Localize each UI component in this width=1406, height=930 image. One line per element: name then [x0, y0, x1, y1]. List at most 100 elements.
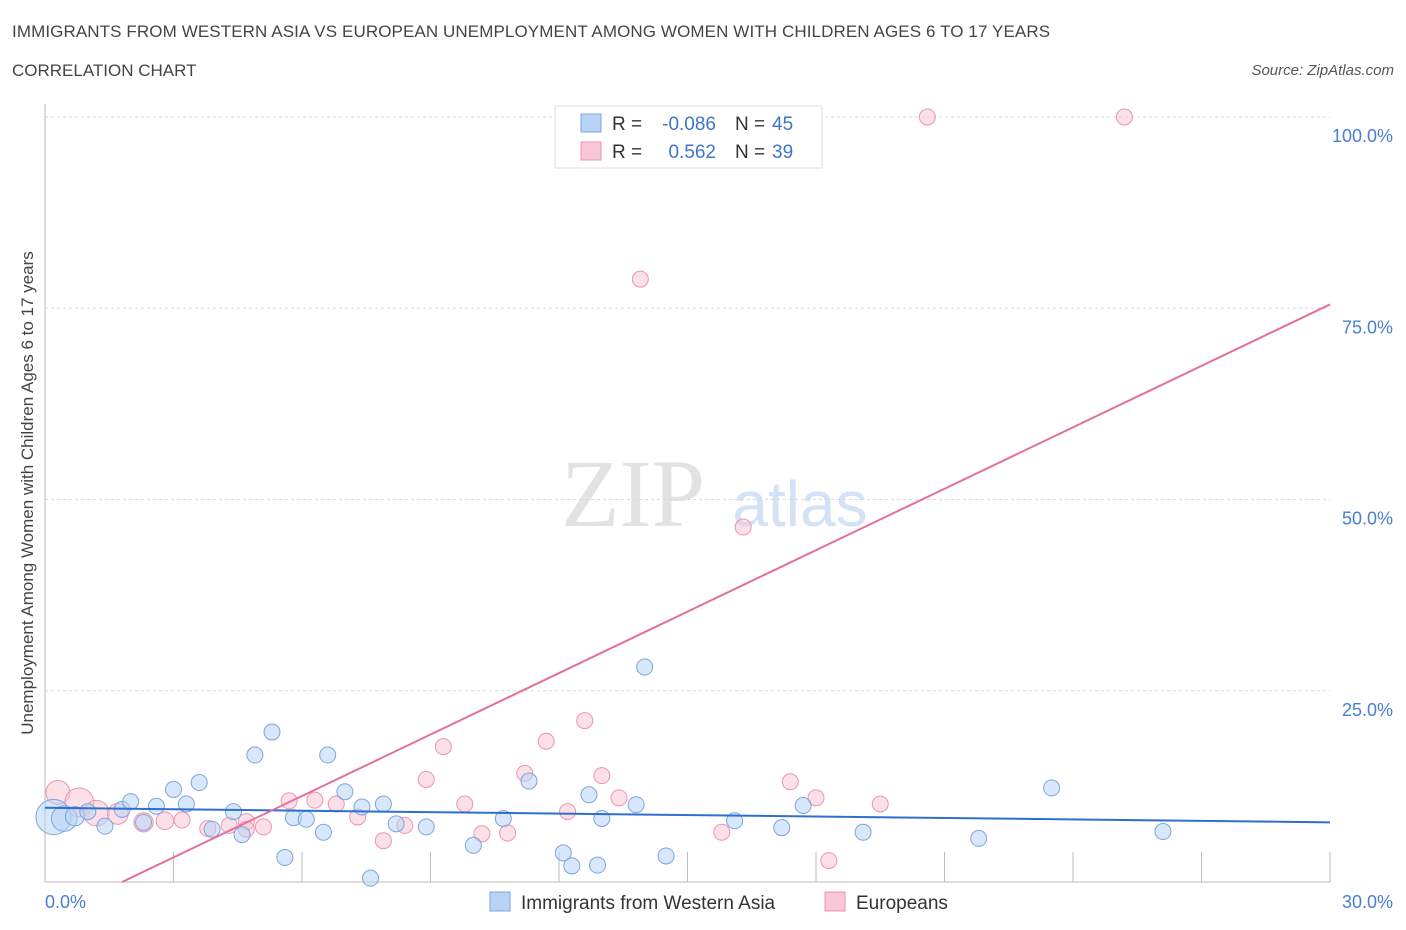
western-asia-point-36 — [627, 796, 645, 814]
europeans-point-24 — [559, 803, 577, 821]
x-tick-label-max: 30.0% — [1342, 892, 1393, 912]
western-asia-point-34 — [589, 856, 607, 874]
western-asia-point-15 — [246, 746, 264, 764]
europeans-point-12 — [306, 791, 324, 809]
y-axis-label: Unemployment Among Women with Children A… — [18, 251, 37, 735]
europeans-point-37 — [1115, 108, 1133, 126]
western-asia-point-6 — [122, 793, 140, 811]
western-asia-point-23 — [353, 798, 371, 816]
western-asia-point-11 — [190, 774, 208, 792]
western-asia-point-7 — [135, 813, 153, 831]
western-asia-point-17 — [276, 849, 294, 867]
western-asia-point-32 — [563, 857, 581, 875]
legend-n-label-1: N = — [735, 114, 765, 135]
western-asia-point-9 — [165, 780, 182, 798]
europeans-point-23 — [537, 732, 555, 750]
western-asia-point-45 — [1154, 823, 1172, 841]
western-asia-point-10 — [177, 795, 195, 813]
western-asia-point-38 — [657, 847, 675, 865]
chart-title: IMMIGRANTS FROM WESTERN ASIA VS EUROPEAN… — [12, 22, 1051, 41]
series-legend: Immigrants from Western Asia Europeans — [489, 891, 948, 914]
europeans-point-17 — [417, 770, 435, 788]
western-asia-point-26 — [387, 815, 405, 833]
legend-n-value-1: 45 — [772, 114, 793, 135]
western-asia-point-44 — [1043, 779, 1061, 797]
legend-r-value-1: -0.086 — [662, 114, 716, 135]
western-asia-point-29 — [494, 810, 512, 828]
western-asia-point-12 — [203, 820, 221, 838]
western-asia-point-21 — [319, 746, 337, 764]
western-asia-point-19 — [297, 810, 315, 828]
y-tick-label-25: 25.0% — [1342, 700, 1393, 720]
western-asia-point-42 — [854, 823, 872, 841]
western-asia-point-4 — [96, 817, 114, 835]
western-asia-point-16 — [263, 723, 281, 741]
western-asia-point-31 — [554, 844, 572, 862]
europeans-point-25 — [576, 712, 594, 730]
western-asia-point-8 — [147, 797, 165, 815]
watermark-atlas: atlas — [732, 468, 867, 540]
western-asia-point-37 — [636, 658, 654, 676]
series-legend-swatch-western-asia — [489, 891, 511, 912]
europeans-point-20 — [473, 825, 491, 843]
europeans-point-21 — [499, 824, 517, 842]
europeans-point-33 — [807, 789, 825, 807]
western-asia-point-40 — [773, 819, 791, 837]
western-asia-point-41 — [794, 797, 812, 814]
y-tick-label-75: 75.0% — [1342, 317, 1393, 337]
western-asia-point-33 — [580, 786, 598, 804]
western-asia-point-24 — [362, 869, 380, 887]
watermark-zip: ZIP — [561, 440, 705, 547]
trend-lines — [44, 303, 1331, 883]
western-asia-point-39 — [726, 812, 744, 830]
grid — [45, 116, 1330, 692]
western-asia-point-27 — [417, 818, 435, 836]
europeans-point-26 — [593, 767, 611, 785]
western-asia-point-25 — [374, 795, 392, 813]
europeans-point-10 — [254, 818, 272, 836]
western-asia-point-35 — [593, 810, 611, 828]
europeans-point-6 — [173, 811, 191, 829]
y-tick-label-50: 50.0% — [1342, 509, 1393, 529]
correlation-legend: R = -0.086 N = 45 R = 0.562 N = 39 — [554, 105, 823, 169]
western-asia-point-13 — [224, 803, 242, 821]
western-asia-point-30 — [520, 772, 538, 790]
series-legend-label-western-asia: Immigrants from Western Asia — [521, 893, 776, 914]
watermark: ZIP atlas — [561, 440, 868, 547]
legend-r-label-1: R = — [612, 114, 642, 135]
western-asia-point-3 — [79, 803, 97, 821]
series-western-asia-points — [35, 658, 1172, 887]
europeans-point-15 — [374, 832, 392, 850]
legend-r-label-2: R = — [612, 142, 642, 163]
x-tick-marks — [173, 852, 1331, 882]
western-asia-point-20 — [314, 823, 332, 841]
western-asia-point-28 — [464, 836, 482, 854]
europeans-point-36 — [918, 108, 936, 126]
europeans-point-5 — [155, 811, 175, 831]
legend-r-value-2: 0.562 — [668, 142, 716, 163]
western-asia-point-43 — [970, 829, 988, 847]
europeans-point-11 — [280, 792, 298, 810]
trend-line-europeans — [121, 303, 1331, 883]
legend-n-value-2: 39 — [772, 142, 793, 163]
series-europeans-points — [45, 108, 1133, 870]
europeans-point-30 — [734, 518, 752, 536]
series-legend-label-europeans: Europeans — [856, 893, 948, 914]
source-credit: Source: ZipAtlas.com — [1251, 62, 1394, 79]
western-asia-point-22 — [336, 783, 354, 801]
series-legend-swatch-europeans — [824, 891, 846, 912]
legend-swatch-pink — [580, 141, 602, 161]
trend-line-western-asia — [44, 806, 1331, 824]
legend-swatch-blue — [580, 113, 602, 133]
western-asia-point-14 — [233, 826, 251, 844]
europeans-point-27 — [610, 789, 628, 807]
europeans-point-32 — [781, 773, 799, 791]
legend-n-label-2: N = — [735, 142, 765, 163]
y-tick-labels: 25.0% 50.0% 75.0% 100.0% — [1332, 126, 1393, 720]
europeans-point-29 — [713, 823, 731, 841]
x-tick-label-min: 0.0% — [45, 892, 86, 912]
europeans-point-28 — [631, 270, 649, 288]
europeans-point-34 — [820, 852, 838, 870]
europeans-point-19 — [456, 795, 474, 813]
